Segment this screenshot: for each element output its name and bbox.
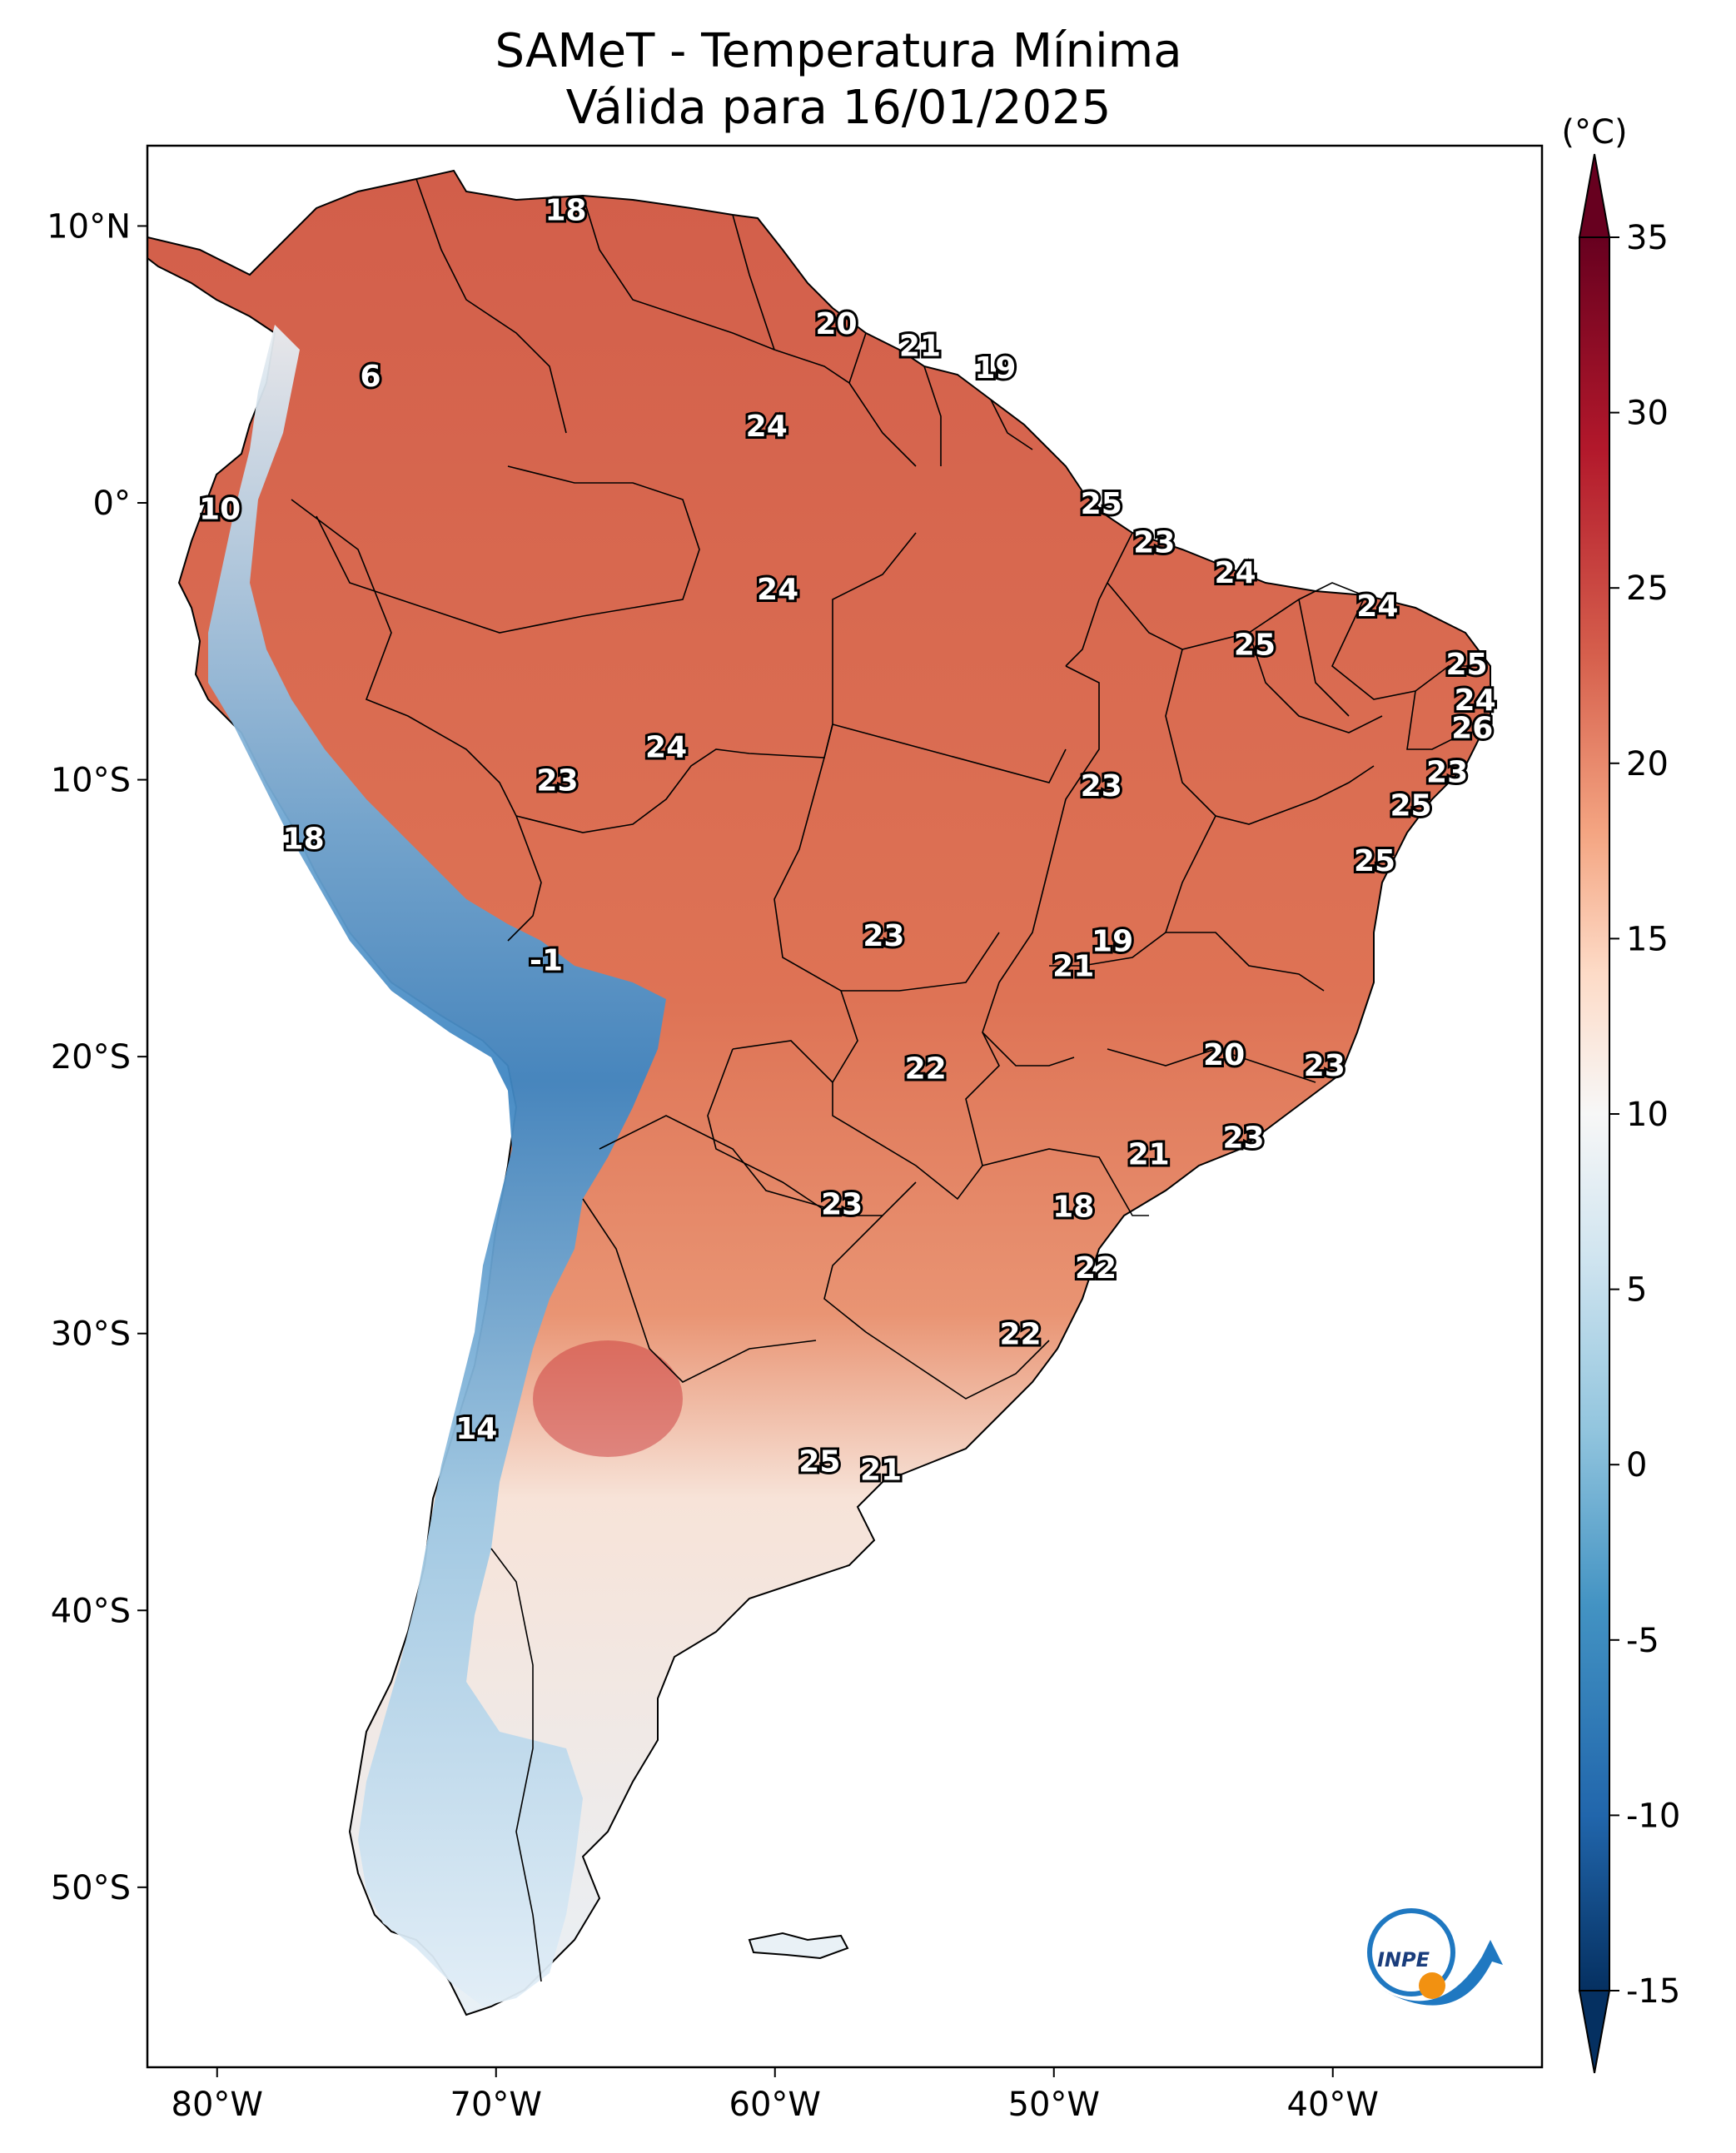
lat-tick-label: 10°N — [47, 207, 131, 246]
station-value: 19 — [1092, 924, 1133, 958]
lon-tick-label: 80°W — [172, 2086, 263, 2124]
political-borders — [291, 178, 1482, 1982]
station-value: 23 — [1426, 756, 1468, 790]
station-value: 6 — [360, 360, 381, 394]
colorbar-tick-label: 35 — [1626, 219, 1669, 257]
station-value: 20 — [815, 307, 857, 341]
station-value: 23 — [1304, 1049, 1346, 1083]
station-value: 25 — [1390, 789, 1431, 823]
map-title-line1: SAMeT - Temperatura Mínima — [495, 24, 1181, 78]
lon-tick-label: 40°W — [1287, 2086, 1379, 2124]
lat-tick-label: 50°S — [51, 1869, 131, 1907]
station-value: 18 — [1052, 1191, 1094, 1225]
colorbar-unit: (°C) — [1561, 113, 1627, 152]
station-value: 23 — [536, 764, 578, 798]
station-value: -1 — [530, 944, 563, 978]
colorbar-upper-extension — [1578, 153, 1611, 238]
colorbar-tick-label: 0 — [1626, 1446, 1647, 1484]
lat-tick-label: 10°S — [51, 762, 131, 800]
station-value: 22 — [999, 1318, 1041, 1352]
station-value: 10 — [199, 493, 241, 527]
station-value: 23 — [821, 1187, 863, 1221]
lon-tick-label: 60°W — [729, 2086, 821, 2124]
colorbar-bar — [1579, 236, 1610, 1991]
map-title-line2: Válida para 16/01/2025 — [566, 81, 1112, 135]
station-value: 23 — [1222, 1121, 1264, 1156]
inpe-logo-ring — [1367, 1908, 1455, 1996]
colorbar-tick-label: 30 — [1626, 395, 1669, 433]
station-value: 25 — [1354, 844, 1395, 878]
station-value: 24 — [757, 573, 798, 607]
station-value: 25 — [1081, 487, 1122, 521]
station-value: 24 — [1455, 684, 1496, 718]
station-value: 21 — [899, 329, 941, 363]
map-axes-frame — [146, 144, 1544, 2069]
station-value: 25 — [798, 1445, 840, 1479]
colorbar-tick-label: -5 — [1626, 1622, 1659, 1660]
warm-region-argentina — [533, 1340, 683, 1457]
station-value: 23 — [863, 919, 904, 953]
lon-tick-label: 50°W — [1008, 2086, 1100, 2124]
station-value: 18 — [545, 193, 586, 227]
andes-cold-region — [208, 325, 666, 2006]
lat-tick-label: 20°S — [51, 1038, 131, 1076]
map-area — [147, 146, 1542, 2067]
station-value: 24 — [1214, 556, 1256, 590]
inpe-logo-dot — [1419, 1972, 1445, 1999]
inpe-logo-text: INPE — [1377, 1948, 1430, 1972]
colorbar-tick-label: 25 — [1626, 569, 1669, 608]
station-value: 24 — [746, 410, 788, 444]
colorbar-tick-label: 20 — [1626, 745, 1669, 783]
longitude-ticks: 80°W 70°W 60°W 50°W 40°W — [172, 2067, 1379, 2124]
inpe-logo-swoosh — [1382, 1940, 1503, 2006]
lat-tick-label: 0° — [93, 485, 131, 523]
latitude-ticks: 10°N 0° 10°S 20°S 30°S 40°S 50°S — [47, 207, 147, 1907]
colorbar-ticks: 35 30 25 20 15 10 5 0 -5 -10 -15 — [1609, 219, 1680, 2011]
station-value: 21 — [1052, 949, 1094, 983]
colorbar-tick-label: 10 — [1626, 1096, 1669, 1134]
lat-tick-label: 40°S — [51, 1592, 131, 1630]
station-value: 19 — [974, 351, 1016, 385]
falkland-islands — [748, 1932, 849, 1960]
station-value: 23 — [1081, 769, 1122, 803]
station-value: 24 — [1356, 589, 1398, 624]
station-value: 24 — [645, 731, 687, 765]
station-value: 14 — [455, 1412, 497, 1446]
lon-tick-label: 70°W — [450, 2086, 542, 2124]
station-value: 20 — [1203, 1038, 1245, 1072]
colorbar-tick-label: 5 — [1626, 1271, 1647, 1310]
inpe-logo: INPE — [1367, 1908, 1503, 2006]
colorbar-tick-label: 15 — [1626, 920, 1669, 958]
station-value: 21 — [1128, 1138, 1170, 1172]
station-value: 25 — [1234, 629, 1276, 663]
station-value: 22 — [1075, 1251, 1117, 1285]
colorbar: (°C) 35 30 25 20 15 10 5 0 -5 -10 -15 — [1561, 113, 1680, 2074]
station-value: 22 — [905, 1052, 947, 1086]
station-value: 21 — [860, 1454, 902, 1488]
station-value: 26 — [1451, 711, 1493, 745]
colorbar-lower-extension — [1578, 1990, 1611, 2074]
lat-tick-label: 30°S — [51, 1315, 131, 1354]
colorbar-tick-label: -10 — [1626, 1797, 1680, 1835]
station-value: 18 — [283, 822, 325, 856]
colorbar-tick-label: -15 — [1626, 1972, 1680, 2011]
station-value: 25 — [1445, 648, 1487, 682]
station-value: 23 — [1133, 526, 1175, 560]
